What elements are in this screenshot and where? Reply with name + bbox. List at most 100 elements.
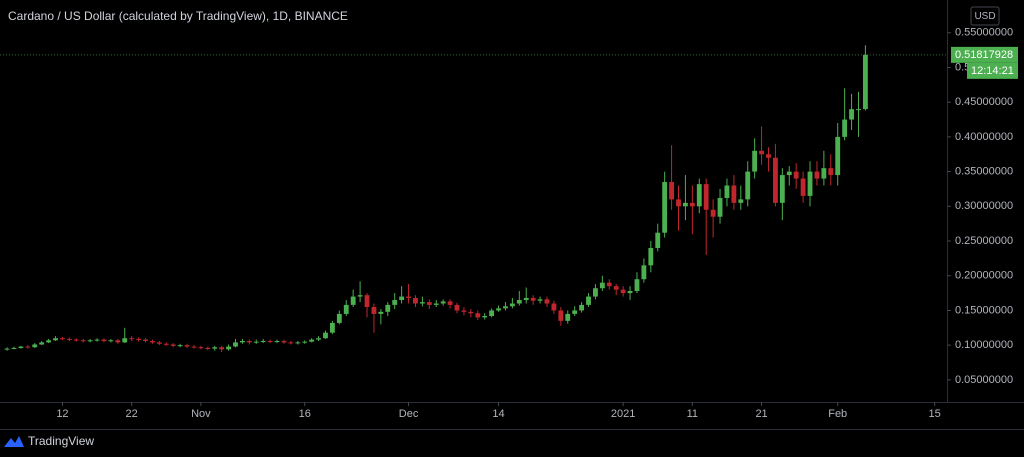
candle-body xyxy=(509,303,515,307)
candle-body xyxy=(150,340,155,343)
candle-body xyxy=(793,171,799,179)
candle-body xyxy=(143,339,148,341)
candle-body xyxy=(87,340,93,342)
x-tick-label: 12 xyxy=(56,408,68,420)
y-tick-label: 0.10000000 xyxy=(955,339,1013,351)
candle-body xyxy=(39,342,45,345)
candle-body xyxy=(18,346,24,348)
candle-body xyxy=(329,322,335,333)
brand-name: TradingView xyxy=(28,434,94,448)
candle-body xyxy=(468,311,474,314)
candle-body xyxy=(129,338,135,340)
candle-body xyxy=(606,282,612,287)
candle-body xyxy=(60,338,65,340)
candle-body xyxy=(544,299,550,304)
candle-body xyxy=(669,182,675,200)
candle-body xyxy=(350,296,356,305)
candle-body xyxy=(710,209,716,217)
y-tick-label: 0.25000000 xyxy=(955,235,1013,247)
candle-body xyxy=(807,171,813,196)
candle-body xyxy=(343,304,349,314)
candle-body xyxy=(717,197,723,217)
candle-body xyxy=(648,247,654,266)
x-tick-label: 16 xyxy=(299,408,311,420)
candle-body xyxy=(821,168,827,179)
candles xyxy=(4,45,868,353)
candle-body xyxy=(738,199,744,203)
candle-body xyxy=(786,171,792,176)
candle-body xyxy=(516,300,522,304)
candle-body xyxy=(364,295,370,307)
candle-body xyxy=(108,340,114,342)
candle-body xyxy=(80,340,86,342)
candle-body xyxy=(267,340,273,342)
candle-body xyxy=(11,347,17,349)
currency-label: USD xyxy=(974,11,995,22)
candle-body xyxy=(537,299,543,301)
y-tick-label: 0.15000000 xyxy=(955,304,1013,316)
candle-body xyxy=(316,338,321,340)
candle-body xyxy=(634,279,640,292)
candle-body xyxy=(586,296,591,305)
x-tick-label: Feb xyxy=(828,408,847,420)
candle-body xyxy=(731,185,737,203)
x-tick-label: Dec xyxy=(399,408,419,420)
candle-body xyxy=(558,310,564,321)
candle-body xyxy=(219,347,225,350)
candle-body xyxy=(475,313,481,318)
last-price-box xyxy=(951,46,1018,63)
logo-icon xyxy=(4,436,24,447)
x-tick-label: 15 xyxy=(928,408,940,420)
candle-body xyxy=(530,297,536,301)
candle-body xyxy=(115,340,121,343)
candle-body xyxy=(565,313,571,321)
candle-body xyxy=(856,109,861,111)
candle-body xyxy=(302,341,308,343)
candle-body xyxy=(32,344,38,348)
candle-body xyxy=(523,297,529,301)
candle-body xyxy=(288,342,294,344)
candle-body xyxy=(703,184,709,210)
y-tick-label: 0.30000000 xyxy=(955,200,1013,212)
candle-body xyxy=(177,345,183,347)
candle-body xyxy=(246,340,252,343)
candle-body xyxy=(295,342,301,344)
candle-body xyxy=(828,168,834,176)
last-price-label: 0.51817928 xyxy=(955,49,1013,61)
y-tick-label: 0.40000000 xyxy=(955,131,1013,143)
candle-body xyxy=(599,282,605,289)
candle-body xyxy=(814,171,820,179)
candle-body xyxy=(862,54,868,110)
candle-body xyxy=(849,109,854,120)
brand-logo[interactable]: TradingView xyxy=(4,434,94,448)
candle-body xyxy=(454,304,460,311)
candle-body xyxy=(551,303,557,311)
candle-body xyxy=(260,340,266,342)
candle-body xyxy=(274,340,280,342)
candle-body xyxy=(627,291,633,294)
currency-button[interactable] xyxy=(970,6,1000,26)
candle-body xyxy=(392,300,398,305)
x-tick-label: 21 xyxy=(755,408,767,420)
candle-body xyxy=(399,296,405,301)
candle-body xyxy=(101,339,107,341)
countdown-box xyxy=(967,62,1018,79)
candle-body xyxy=(613,286,619,290)
candle-body xyxy=(676,199,681,207)
candle-body xyxy=(745,171,751,200)
y-tick-label: 0.35000000 xyxy=(955,166,1013,178)
y-tick-label: 0.05000000 xyxy=(955,374,1013,386)
y-tick-label: 0.55000000 xyxy=(955,27,1013,39)
candle-body xyxy=(433,303,439,305)
candle-body xyxy=(385,304,391,312)
candle-body xyxy=(46,340,52,343)
x-tick-label: 22 xyxy=(126,408,138,420)
candle-body xyxy=(233,342,238,347)
candle-body xyxy=(122,338,128,343)
candle-body xyxy=(447,301,453,305)
countdown-label: 12:14:21 xyxy=(971,65,1014,77)
candle-body xyxy=(461,310,467,312)
candle-body xyxy=(53,338,58,341)
